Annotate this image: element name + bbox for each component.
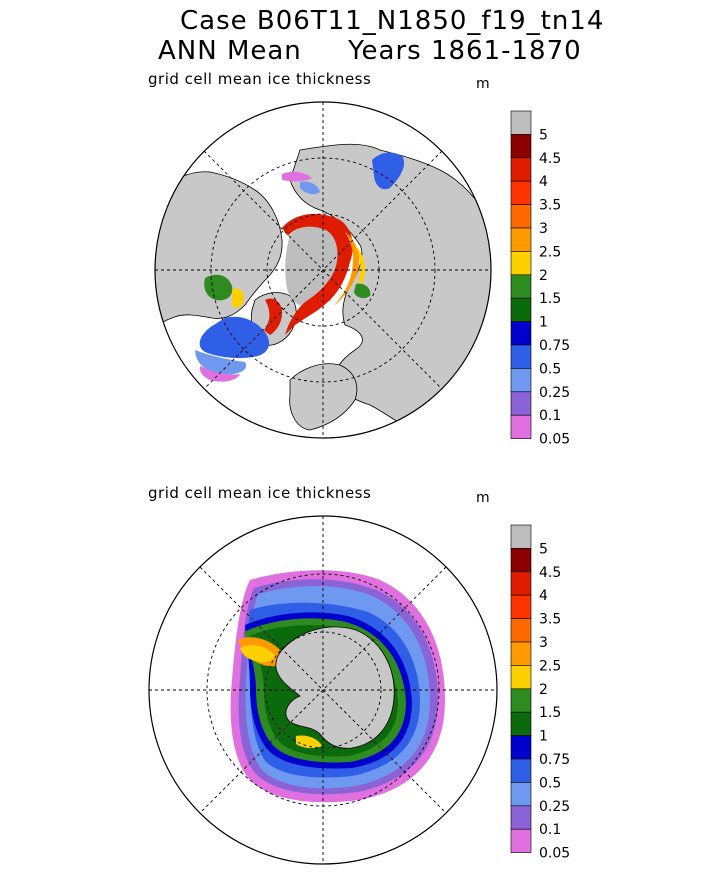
colorbar-tick-label-south: 3: [539, 635, 548, 651]
colorbar-tick-label-north: 2.5: [539, 244, 561, 260]
colorbar-swatch-south: [510, 548, 532, 573]
weddell-ice-yellow: [240, 645, 276, 663]
colorbar-tick-label-south: 0.05: [539, 846, 570, 862]
colorbar-swatch-north: [510, 391, 532, 416]
atlantic-ice-pink: [199, 366, 240, 382]
colorbar-swatch-south: [510, 688, 532, 713]
colorbar-tick-label-south: 0.75: [539, 752, 570, 768]
arctic-ice-red: [282, 213, 353, 335]
panel-label-north: grid cell mean ice thickness: [148, 70, 372, 88]
unit-label-north: m: [476, 76, 490, 92]
colorbar-tick-label-south: 4.5: [539, 565, 561, 581]
colorbar-north: 5 4.5 4 3.5 3 2.5 2 1.5 1 0.75 0.5 0.25 0.1 0.05: [510, 110, 570, 448]
colorbar-swatch-north: [510, 321, 532, 346]
atlantic-ice-blue: [199, 316, 270, 359]
ross-ice-yellow: [296, 735, 322, 749]
baffin-ice-red: [264, 298, 283, 335]
colorbar-tick-label-north: 3: [539, 221, 548, 237]
colorbar-swatch-north: [510, 204, 532, 229]
colorbar-swatch-north: [510, 180, 532, 205]
colorbar-tick-label-south: 0.25: [539, 799, 570, 815]
colorbar-tick-label-south: 3.5: [539, 612, 561, 628]
antarctica-land: [275, 626, 395, 749]
colorbar-tick-label-south: 2.5: [539, 658, 561, 674]
arctic-ice-yellow: [355, 245, 366, 284]
okhotsk-ice-blue: [300, 181, 320, 195]
colorbar-tick-label-north: 3.5: [539, 198, 561, 214]
colorbar-swatch-south: [510, 828, 532, 853]
colorbar-swatch-south: [510, 641, 532, 666]
north-graticule: [155, 102, 491, 438]
colorbar-tick-label-north: 0.25: [539, 385, 570, 401]
colorbar-swatch-north: [510, 344, 532, 369]
north-polar-map: [155, 102, 491, 438]
colorbar-tick-label-north: 2: [539, 268, 548, 284]
colorbar-swatch-north: [510, 157, 532, 182]
colorbar-tick-label-north: 5: [539, 127, 548, 143]
colorbar-swatch-south: [510, 758, 532, 783]
bering-ice-pink: [282, 171, 312, 182]
panel-label-south: grid cell mean ice thickness: [148, 484, 372, 502]
colorbar-tick-label-south: 0.5: [539, 775, 561, 791]
south-map-border: [148, 515, 498, 865]
colorbar-swatch-south: [510, 735, 532, 760]
colorbar-tick-label-north: 0.75: [539, 338, 570, 354]
hudson-ice-yellow: [232, 288, 244, 308]
colorbar-tick-label-north: 0.1: [539, 408, 561, 424]
colorbar-swatch-south: [510, 618, 532, 643]
colorbar-tick-label-south: 0.1: [539, 822, 561, 838]
hudson-ice-green: [204, 274, 233, 301]
atlantic-ice-lightblue: [195, 350, 247, 375]
colorbar-swatch-south: [510, 665, 532, 690]
south-polar-map: [149, 516, 497, 864]
colorbar-swatch-north: [510, 227, 532, 252]
colorbar-tick-label-south: 1: [539, 729, 548, 745]
colorbar-swatch-north: [510, 274, 532, 299]
colorbar-swatch-south: [510, 805, 532, 830]
colorbar-swatch-north: [510, 368, 532, 393]
colorbar-swatch-south: [510, 711, 532, 736]
colorbar-swatch-north: [510, 110, 532, 135]
figure-title-line2: ANN Mean Years 1861-1870: [158, 36, 582, 66]
colorbar-tick-label-north: 0.5: [539, 361, 561, 377]
colorbar-swatch-north: [510, 134, 532, 159]
colorbar-swatch-north: [510, 251, 532, 276]
unit-label-south: m: [476, 490, 490, 506]
colorbar-tick-label-south: 1.5: [539, 705, 561, 721]
colorbar-swatch-south: [510, 524, 532, 549]
colorbar-swatch-south: [510, 571, 532, 596]
arctic-ice-orange: [334, 232, 360, 306]
colorbar-tick-label-south: 4: [539, 588, 548, 604]
colorbar-swatch-south: [510, 782, 532, 807]
colorbar-tick-label-south: 5: [539, 541, 548, 557]
colorbar-tick-label-north: 1.5: [539, 291, 561, 307]
colorbar-tick-label-north: 4.5: [539, 151, 561, 167]
figure-title-line1: Case B06T11_N1850_f19_tn14: [180, 6, 605, 36]
colorbar-tick-label-north: 0.05: [539, 432, 570, 448]
colorbar-swatch-north: [510, 414, 532, 439]
south-graticule: [149, 516, 497, 864]
colorbar-tick-label-north: 1: [539, 315, 548, 331]
north-america-land: [155, 171, 283, 341]
colorbar-swatch-north: [510, 297, 532, 322]
colorbar-swatch-south: [510, 594, 532, 619]
colorbar-tick-label-north: 4: [539, 174, 548, 190]
colorbar-south: 5 4.5 4 3.5 3 2.5 2 1.5 1 0.75 0.5 0.25 0.1 0.05: [510, 524, 570, 862]
colorbar-tick-label-south: 2: [539, 682, 548, 698]
north-map-border: [154, 101, 492, 439]
barents-ice-green: [354, 283, 371, 299]
bering-ice-blue: [372, 152, 405, 190]
